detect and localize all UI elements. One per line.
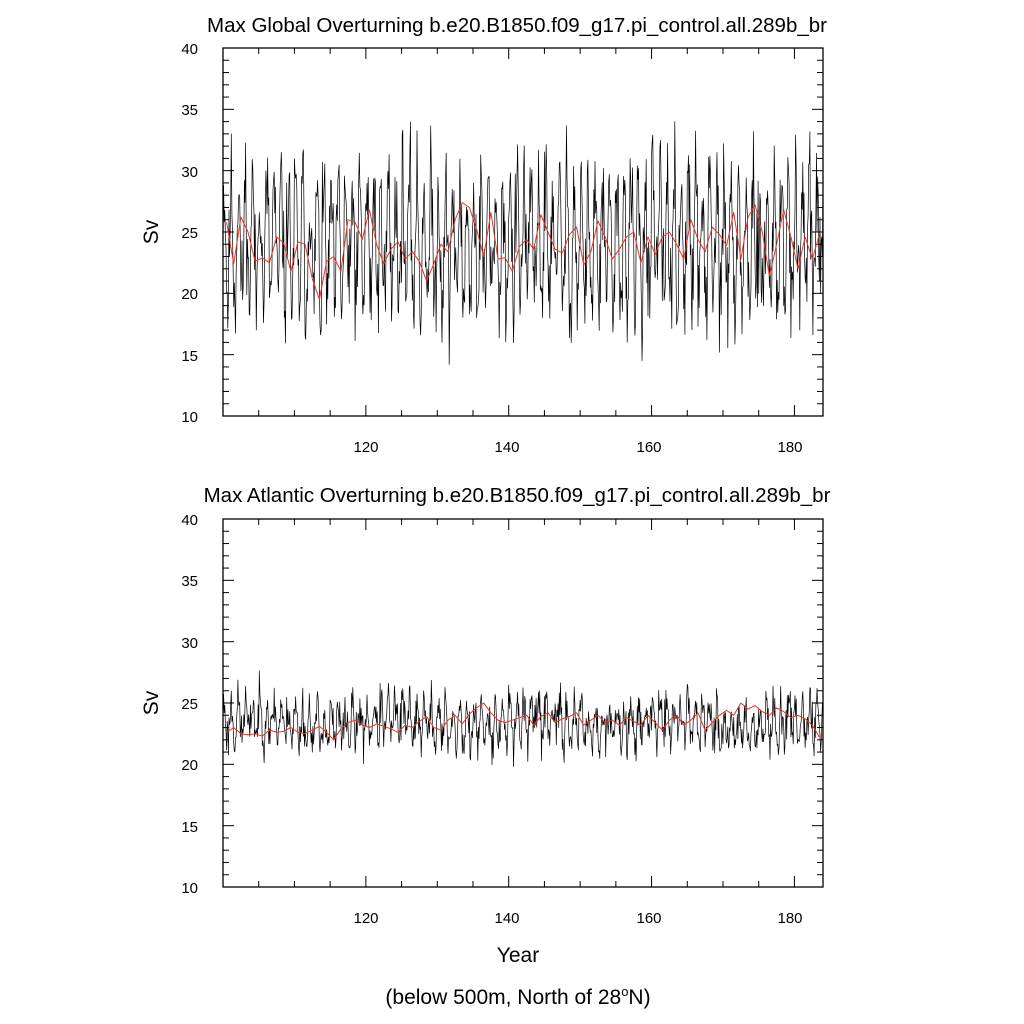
global-y-tick-label: 35 (181, 102, 198, 119)
atlantic-x-tick-label: 120 (353, 910, 378, 927)
x-axis-label: Year (497, 944, 539, 967)
global-tick-label-group: 10 15 20 25 30 35 40 120 140 160 180 (181, 41, 802, 456)
atlantic-x-tick-label: 140 (494, 910, 519, 927)
atlantic-annual-mean-line (226, 702, 820, 741)
global-y-axis-label: Sv (140, 219, 163, 244)
atlantic-x-tick-label: 180 (777, 910, 802, 927)
atlantic-y-tick-label: 15 (181, 819, 198, 836)
global-chart-title: Max Global Overturning b.e20.B1850.f09_g… (207, 14, 827, 37)
global-x-tick-label: 120 (353, 439, 378, 456)
global-monthly-series-line (222, 121, 824, 365)
atlantic-monthly-series-line (222, 670, 824, 768)
global-annual-mean-line (226, 202, 820, 300)
atlantic-series-group (222, 670, 824, 768)
atlantic-y-tick-label: 40 (181, 512, 198, 529)
atlantic-y-tick-label: 30 (181, 635, 198, 652)
footnote-prefix: (below 500m, North of 28 (385, 986, 621, 1009)
degree-superscript: o (621, 984, 628, 999)
footnote: (below 500m, North of 28oN) (385, 984, 650, 1009)
global-y-tick-label: 30 (181, 164, 198, 181)
atlantic-overturning-panel: Max Atlantic Overturning b.e20.B1850.f09… (140, 484, 831, 967)
atlantic-y-tick-label: 25 (181, 696, 198, 713)
global-series-group (222, 121, 824, 365)
atlantic-tick-label-group: 10 15 20 25 30 35 40 120 140 160 180 (181, 512, 802, 927)
atlantic-y-tick-label: 10 (181, 880, 198, 897)
footnote-suffix: N) (628, 986, 650, 1009)
global-x-tick-label: 180 (777, 439, 802, 456)
global-y-tick-label: 40 (181, 41, 198, 58)
global-y-tick-label: 20 (181, 286, 198, 303)
atlantic-y-axis-label: Sv (140, 690, 163, 715)
atlantic-y-tick-label: 20 (181, 757, 198, 774)
global-y-tick-label: 10 (181, 409, 198, 426)
global-y-tick-label: 25 (181, 225, 198, 242)
atlantic-y-tick-label: 35 (181, 573, 198, 590)
global-x-tick-label: 140 (494, 439, 519, 456)
global-y-tick-label: 15 (181, 348, 198, 365)
global-tick-group (223, 47, 823, 417)
global-x-tick-label: 160 (636, 439, 661, 456)
global-overturning-panel: Max Global Overturning b.e20.B1850.f09_g… (140, 14, 827, 456)
atlantic-chart-title: Max Atlantic Overturning b.e20.B1850.f09… (204, 484, 831, 507)
atlantic-plot-frame (222, 518, 824, 888)
atlantic-tick-group (223, 518, 823, 888)
atlantic-x-tick-label: 160 (636, 910, 661, 927)
